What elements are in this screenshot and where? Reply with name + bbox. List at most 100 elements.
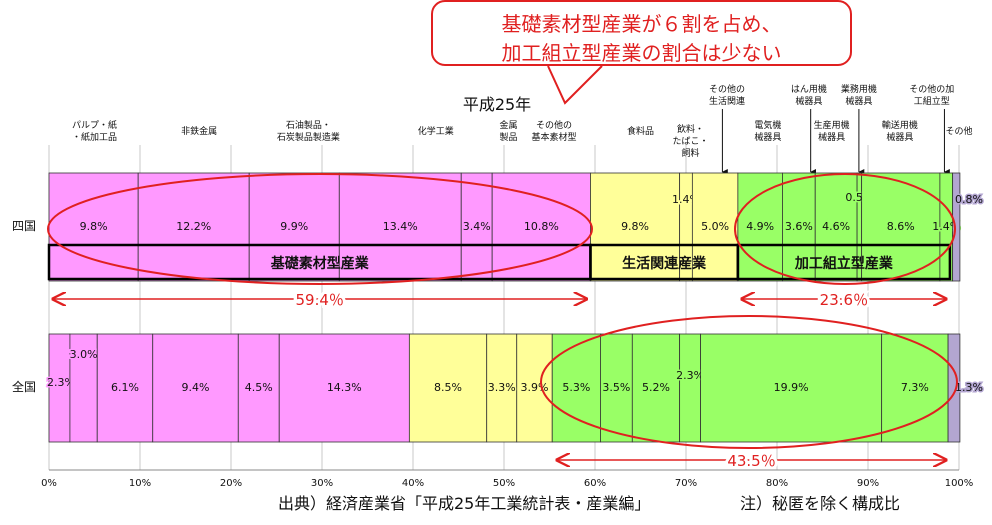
bar-segment (881, 333, 949, 443)
bar-segment (278, 333, 410, 443)
data-label: 9.8% (621, 220, 649, 233)
bar-segment (69, 333, 98, 443)
group-label: 加工組立型産業 (794, 255, 894, 272)
category-header-line: その他の加 (909, 83, 954, 95)
x-tick-label: 0% (41, 478, 57, 489)
bar-segment (248, 172, 340, 282)
category-header-line: 食料品 (627, 125, 654, 137)
bar-segment (947, 333, 961, 443)
category-header-line: 化学工業 (418, 125, 454, 137)
bar-segment (338, 172, 462, 282)
data-label: 7.3% (901, 381, 929, 394)
category-header-line: その他 (945, 125, 972, 137)
category-header-line: 非鉄金属 (181, 125, 217, 137)
category-header-line: 基本素材型 (532, 131, 577, 143)
category-header-line: 械器具 (795, 95, 822, 107)
highlight-ellipse (734, 173, 956, 285)
category-header: 食料品 (627, 125, 654, 137)
x-tick-label: 60% (584, 478, 606, 489)
highlight-ellipse (540, 315, 958, 449)
category-header-line: はん用機 (791, 83, 827, 95)
group-label-box (736, 243, 952, 281)
category-header: 石油製品・石炭製品製造業 (277, 119, 340, 143)
data-label: 19.9% (774, 381, 809, 394)
category-header-line: その他の (536, 119, 572, 131)
category-header-line: ・紙加工品 (72, 131, 117, 143)
category-header-line: 飼料 (682, 147, 700, 159)
data-label: 9.8% (80, 220, 108, 233)
callout-line-1: 基礎素材型産業が６割を占め、 (501, 12, 782, 36)
category-header-line: 業務用機 (841, 83, 877, 95)
bar-segment (590, 172, 681, 282)
category-header-line: 石炭製品製造業 (277, 131, 340, 143)
category-header-line: パルプ・紙 (72, 119, 117, 131)
bar-segment (600, 333, 633, 443)
footnote: 注）秘匿を除く構成比 (740, 494, 901, 513)
data-label: 9.4% (182, 381, 210, 394)
data-label: 4.6% (822, 220, 850, 233)
data-label: 9.9% (280, 220, 308, 233)
category-header-line: その他の (709, 83, 745, 95)
bar-segment (700, 333, 883, 443)
span-label: 59.4％ (296, 291, 344, 309)
category-header-line: 石油製品・ (286, 119, 331, 131)
data-label: 14.3% (327, 381, 362, 394)
bar-segment (491, 172, 591, 282)
category-header-line: 電気機 (754, 119, 781, 131)
bar-segment (152, 333, 239, 443)
span-label: 23.6％ (820, 291, 868, 309)
data-label: 2.3% (676, 369, 704, 382)
x-tick-label: 100% (945, 478, 974, 489)
bar-segment (952, 172, 961, 282)
data-label: 5.0% (701, 220, 729, 233)
bar-segment (237, 333, 280, 443)
x-tick-label: 20% (220, 478, 242, 489)
category-header: 飲料・たばこ・飼料 (673, 123, 709, 159)
chart-title: 平成25年 (463, 95, 531, 114)
category-header: パルプ・紙・紙加工品 (72, 119, 117, 143)
data-label: 3.4% (463, 220, 491, 233)
data-label: 3.5% (602, 381, 630, 394)
x-tick-label: 90% (857, 478, 879, 489)
bar-segment (814, 172, 858, 282)
x-tick-label: 50% (493, 478, 515, 489)
bar-segment (460, 172, 493, 282)
bar-segment (679, 333, 701, 443)
bar-segment (631, 333, 681, 443)
data-label: 4.5% (245, 381, 273, 394)
category-header-line: 械器具 (754, 131, 781, 143)
highlight-ellipse (47, 173, 593, 285)
x-tick-label: 30% (311, 478, 333, 489)
bar-segment (486, 333, 518, 443)
category-header: 化学工業 (418, 125, 454, 137)
data-label: 8.6% (887, 220, 915, 233)
data-label: 0.8% (955, 193, 983, 206)
row-label: 全国 (12, 379, 36, 394)
bar-segment (516, 333, 553, 443)
category-header: その他 (945, 125, 972, 137)
category-header-line: 械器具 (886, 131, 913, 143)
category-header: 非鉄金属 (181, 125, 217, 137)
category-header-line: 金属 (500, 119, 518, 131)
category-header-line: たばこ・ (673, 136, 709, 147)
category-header-line: 生産用機 (814, 119, 850, 131)
data-label: 3.0% (70, 348, 98, 361)
data-label: 5.3% (562, 381, 590, 394)
x-tick-label: 10% (129, 478, 151, 489)
data-label: 10.8% (524, 220, 559, 233)
category-header-line: 生活関連 (709, 95, 745, 107)
source-note: 出典）経済産業省「平成25年工業統計表・産業編」 (278, 494, 651, 513)
bar-segment (551, 333, 601, 443)
data-label: 1.3% (955, 381, 983, 394)
span-label: 43.5％ (727, 452, 775, 470)
category-header-line: 製品 (500, 131, 518, 143)
category-header-line: 工組立型 (914, 95, 950, 107)
